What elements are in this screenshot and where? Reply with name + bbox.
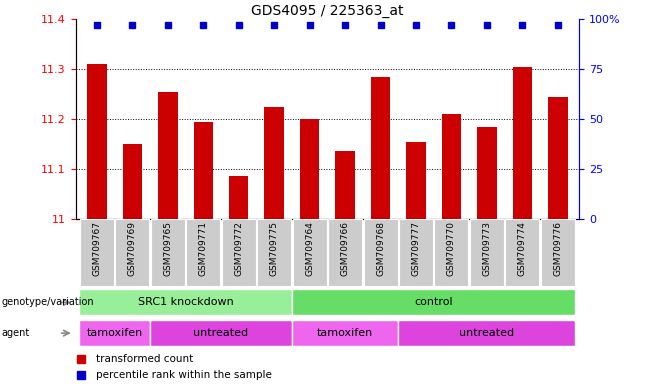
- Text: SRC1 knockdown: SRC1 knockdown: [138, 297, 234, 308]
- Text: tamoxifen: tamoxifen: [87, 328, 143, 338]
- Bar: [541, 219, 575, 286]
- Bar: [548, 97, 567, 219]
- Bar: [122, 144, 142, 219]
- Bar: [88, 64, 107, 219]
- Text: control: control: [415, 297, 453, 308]
- Text: GSM709770: GSM709770: [447, 221, 456, 276]
- Text: GSM709769: GSM709769: [128, 221, 137, 276]
- Text: GSM709767: GSM709767: [92, 221, 101, 276]
- Bar: [406, 142, 426, 219]
- Title: GDS4095 / 225363_at: GDS4095 / 225363_at: [251, 4, 403, 18]
- Text: GSM709766: GSM709766: [341, 221, 349, 276]
- Bar: [229, 176, 249, 219]
- Text: GSM709776: GSM709776: [553, 221, 563, 276]
- Bar: [505, 219, 540, 286]
- Bar: [257, 219, 291, 286]
- Text: agent: agent: [1, 328, 30, 338]
- Bar: [470, 219, 504, 286]
- Text: untreated: untreated: [459, 328, 515, 338]
- Bar: [151, 219, 185, 286]
- Text: transformed count: transformed count: [96, 354, 193, 364]
- Bar: [363, 219, 397, 286]
- Text: genotype/variation: genotype/variation: [1, 297, 94, 308]
- Bar: [80, 219, 114, 286]
- Bar: [300, 119, 319, 219]
- Bar: [434, 219, 468, 286]
- Bar: [150, 320, 292, 346]
- Bar: [222, 219, 256, 286]
- Text: untreated: untreated: [193, 328, 249, 338]
- Bar: [336, 152, 355, 219]
- Bar: [292, 290, 576, 315]
- Bar: [292, 320, 398, 346]
- Text: GSM709768: GSM709768: [376, 221, 385, 276]
- Bar: [513, 67, 532, 219]
- Bar: [193, 122, 213, 219]
- Text: GSM709765: GSM709765: [163, 221, 172, 276]
- Bar: [115, 219, 149, 286]
- Bar: [186, 219, 220, 286]
- Text: tamoxifen: tamoxifen: [317, 328, 373, 338]
- Bar: [79, 320, 150, 346]
- Text: GSM709764: GSM709764: [305, 221, 314, 276]
- Bar: [477, 127, 497, 219]
- Bar: [399, 219, 433, 286]
- Bar: [328, 219, 362, 286]
- Bar: [79, 290, 292, 315]
- Text: GSM709773: GSM709773: [482, 221, 492, 276]
- Text: GSM709772: GSM709772: [234, 221, 243, 276]
- Text: percentile rank within the sample: percentile rank within the sample: [96, 370, 272, 380]
- Text: GSM709777: GSM709777: [411, 221, 420, 276]
- Bar: [158, 91, 178, 219]
- Bar: [398, 320, 576, 346]
- Bar: [265, 107, 284, 219]
- Bar: [370, 77, 390, 219]
- Text: GSM709774: GSM709774: [518, 221, 527, 276]
- Bar: [442, 114, 461, 219]
- Text: GSM709775: GSM709775: [270, 221, 279, 276]
- Text: GSM709771: GSM709771: [199, 221, 208, 276]
- Bar: [293, 219, 326, 286]
